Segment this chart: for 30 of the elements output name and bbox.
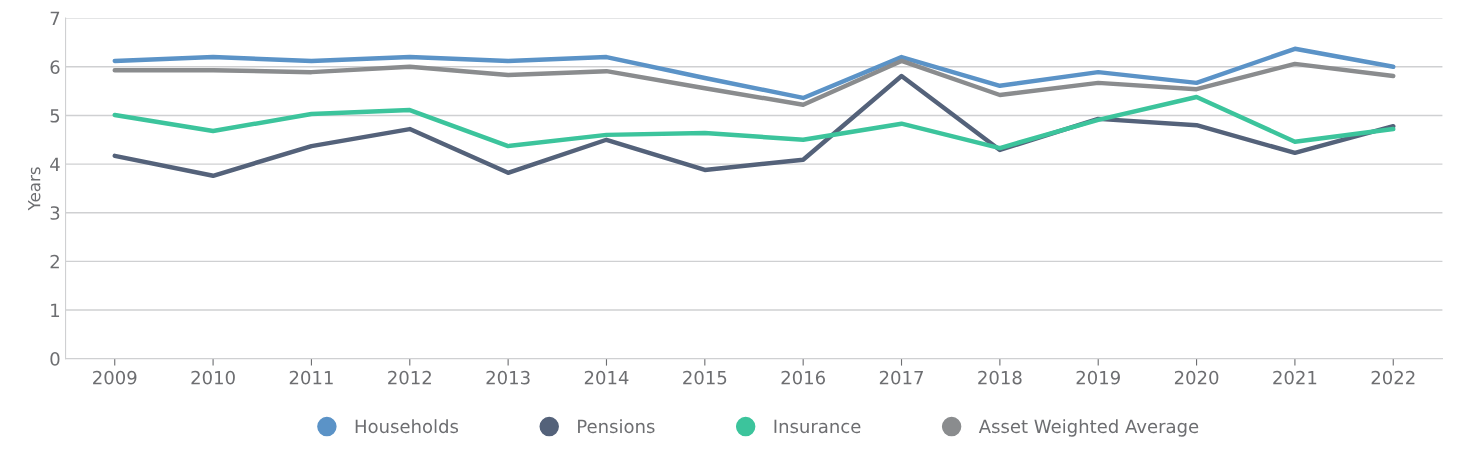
y-tick-label: 1 [51,303,60,317]
x-tick-label: 2013 [486,370,530,385]
y-tick-label: 6 [50,60,60,74]
x-tick-label: 2015 [683,370,727,385]
y-tick-label: 3 [50,206,60,220]
x-tick-label: 2022 [1371,370,1415,385]
x-tick-label: 2021 [1273,370,1317,385]
x-tick-label: 2010 [191,370,235,385]
x-tick-label: 2018 [978,370,1022,385]
y-tick-label: 7 [50,11,60,26]
legend-label: Households [355,419,459,434]
y-tick-label: 4 [50,157,60,171]
x-tick-label: 2017 [879,370,923,385]
line-series [112,46,1396,101]
y-tick-label: 5 [50,109,60,123]
line-series [112,94,1396,151]
x-tick-label: 2011 [289,370,333,385]
line-series [112,58,1396,107]
y-tick-label: 2 [50,254,59,269]
x-tick-label: 2016 [781,370,826,385]
y-tick-label: 0 [50,352,60,366]
x-tick-label: 2020 [1174,370,1219,385]
x-tick-label: 2019 [1076,370,1120,385]
legend-label: Pensions [578,419,655,434]
legend-label: Asset Weighted Average [978,419,1199,437]
x-tick-label: 2012 [388,370,431,385]
x-tick-label: 2014 [584,370,629,385]
legend-label: Insurance [774,419,861,434]
x-tick-label: 2009 [93,370,137,385]
y-axis-title: Years [28,167,41,211]
